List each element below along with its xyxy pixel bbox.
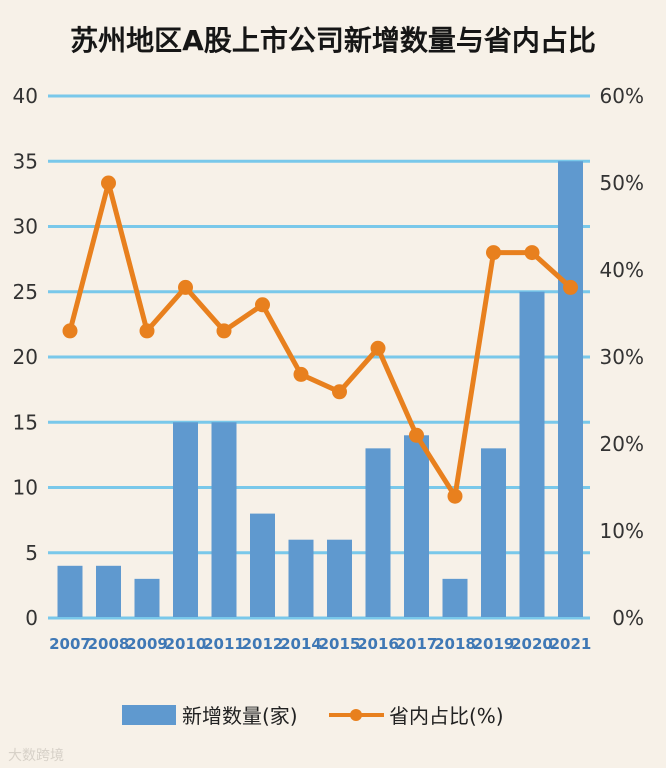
points-layer	[62, 175, 578, 504]
left-tick-6: 30	[13, 215, 38, 239]
x-tick-2014: 2014	[280, 635, 322, 653]
x-tick-2018: 2018	[434, 635, 476, 653]
left-tick-4: 20	[13, 345, 38, 369]
x-tick-2011: 2011	[203, 635, 245, 653]
legend-bar-label: 新增数量(家)	[182, 704, 298, 728]
left-tick-8: 40	[13, 84, 38, 108]
x-tick-2012: 2012	[242, 635, 284, 653]
bar-2015	[327, 539, 352, 618]
point-2017	[409, 427, 424, 443]
x-tick-2020: 2020	[511, 635, 553, 653]
watermark: 大数跨境	[8, 748, 64, 764]
legend-line-label: 省内占比(%)	[389, 704, 504, 728]
x-tick-2017: 2017	[396, 635, 438, 653]
bar-2021	[558, 161, 583, 618]
point-2016	[370, 340, 386, 356]
bar-2010	[173, 422, 198, 618]
point-2020	[524, 245, 540, 261]
grid-layer	[48, 94, 590, 620]
right-tick-5: 50%	[600, 171, 644, 195]
legend-bar-swatch	[122, 705, 176, 725]
bar-2016	[365, 448, 391, 618]
bar-2009	[134, 578, 160, 618]
x-tick-2009: 2009	[126, 635, 168, 653]
point-2008	[101, 175, 116, 191]
left-axis: 0 5 10 15 20 25 30 35 40	[13, 84, 38, 630]
point-2019	[486, 245, 501, 261]
x-tick-2021: 2021	[550, 635, 592, 653]
point-2011	[216, 323, 232, 339]
point-2018	[447, 488, 463, 504]
point-2021	[563, 279, 578, 295]
legend-line-marker	[350, 709, 362, 721]
x-tick-2016: 2016	[357, 635, 399, 653]
point-2015	[332, 384, 347, 400]
bar-2011	[211, 422, 237, 618]
left-tick-1: 5	[25, 541, 38, 565]
left-tick-2: 10	[13, 476, 38, 500]
bars-layer	[57, 161, 583, 618]
line-layer	[67, 180, 573, 499]
share-line	[67, 180, 573, 499]
bar-2018	[442, 578, 468, 618]
right-tick-2: 20%	[600, 432, 644, 456]
bar-2014	[288, 539, 314, 618]
left-tick-5: 25	[13, 280, 38, 304]
x-tick-2007: 2007	[49, 635, 91, 653]
x-tick-2008: 2008	[88, 635, 130, 653]
right-axis: 0% 10% 20% 30% 40% 50% 60%	[600, 84, 644, 630]
left-tick-3: 15	[13, 410, 38, 434]
x-tick-2015: 2015	[319, 635, 361, 653]
bar-2007	[57, 565, 83, 618]
point-2012	[255, 297, 270, 313]
legend: 新增数量(家) 省内占比(%)	[122, 704, 504, 728]
bar-2012	[250, 513, 275, 618]
bar-2017	[404, 435, 429, 618]
bar-2020	[519, 291, 545, 618]
point-2014	[293, 366, 309, 382]
x-tick-2019: 2019	[473, 635, 515, 653]
left-tick-7: 35	[13, 149, 38, 173]
right-tick-3: 30%	[600, 345, 644, 369]
right-tick-0: 0%	[612, 606, 644, 630]
point-2010	[178, 279, 193, 295]
right-tick-4: 40%	[600, 258, 644, 282]
x-axis: 2007200820092010201120122014201520162017…	[48, 617, 592, 653]
bar-2019	[481, 448, 506, 618]
point-2007	[62, 323, 78, 339]
right-tick-6: 60%	[600, 84, 644, 108]
right-tick-1: 10%	[600, 519, 644, 543]
bar-2008	[96, 565, 121, 618]
chart-title: 苏州地区A股上市公司新增数量与省内占比	[70, 24, 596, 57]
left-tick-0: 0	[25, 606, 38, 630]
point-2009	[139, 323, 155, 339]
x-tick-2010: 2010	[165, 635, 207, 653]
